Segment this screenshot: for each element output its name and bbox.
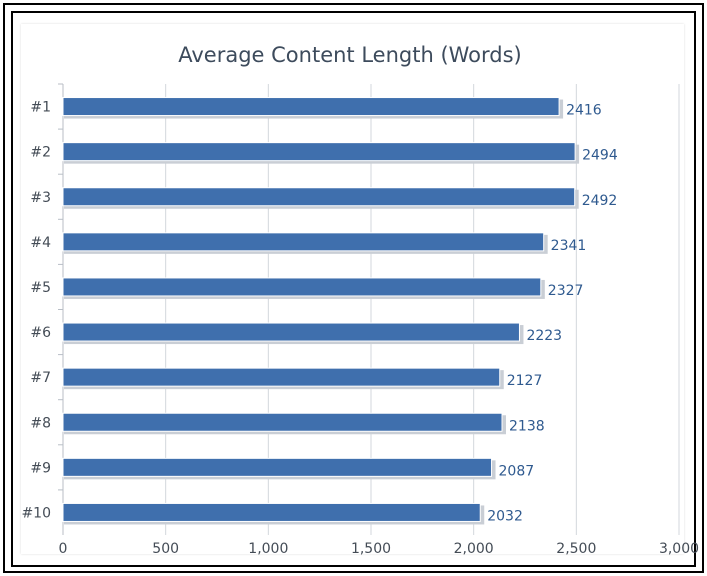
x-tick-label: 2,500 (556, 541, 596, 557)
y-tick-labels: #1 #2 #3 #4 #5 #6 #7 #8 #9 #10 (21, 100, 51, 522)
x-tick-label: 500 (152, 541, 179, 557)
y-tick-label: #2 (30, 145, 51, 161)
x-tick-label: 2,000 (454, 541, 494, 557)
bar (62, 187, 576, 207)
y-tick-label: #8 (30, 415, 51, 431)
y-tick-label: #10 (21, 505, 51, 521)
x-tick-label: 1,000 (248, 541, 288, 557)
bar (62, 97, 560, 117)
y-tick-label: #6 (30, 325, 51, 341)
data-label: 2223 (526, 328, 562, 344)
data-label: 2138 (509, 418, 545, 434)
bar (62, 367, 501, 387)
y-tick-label: #5 (30, 280, 51, 296)
y-tick-label: #7 (30, 370, 51, 386)
bar (62, 277, 542, 297)
data-label: 2087 (499, 463, 535, 479)
bars (62, 97, 580, 525)
y-tick-label: #4 (30, 235, 51, 251)
bar (62, 457, 493, 477)
bar (62, 322, 520, 342)
bar (62, 232, 545, 252)
y-tick-label: #9 (30, 460, 51, 476)
y-tick-label: #1 (30, 100, 51, 116)
data-label: 2492 (582, 193, 618, 209)
data-label: 2494 (582, 148, 618, 164)
y-tick-label: #3 (30, 190, 51, 206)
data-label: 2032 (487, 508, 523, 524)
x-tick-label: 1,500 (351, 541, 391, 557)
data-label: 2341 (551, 238, 587, 254)
data-label: 2127 (507, 373, 543, 389)
data-label: 2416 (566, 103, 602, 119)
data-labels: 2416 2494 2492 2341 2327 2223 2127 2138 2087 2032 (487, 103, 618, 525)
bar (62, 412, 503, 432)
data-label: 2327 (548, 283, 584, 299)
chart-title: Average Content Length (Words) (178, 43, 522, 67)
x-tick-label: 0 (59, 541, 68, 557)
bar (62, 142, 576, 162)
bar (62, 502, 481, 522)
x-tick-labels: 0 500 1,000 1,500 2,000 2,500 3,000 (59, 541, 700, 557)
x-tick-label: 3,000 (659, 541, 699, 557)
